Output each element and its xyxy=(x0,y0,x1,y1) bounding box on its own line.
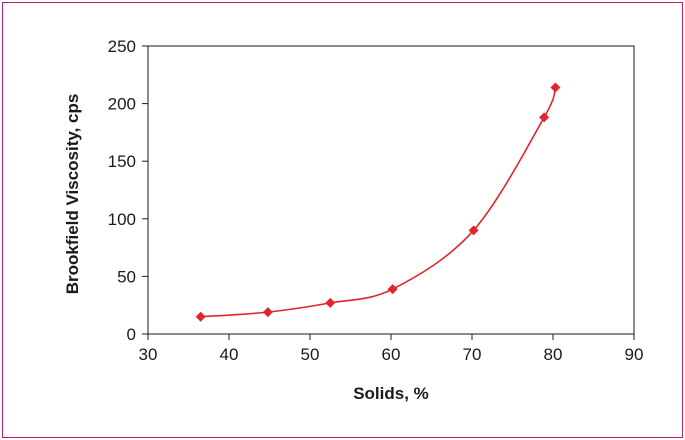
y-tick-label: 100 xyxy=(108,210,136,229)
x-tick-label: 80 xyxy=(544,345,563,364)
data-point xyxy=(550,82,561,93)
data-point xyxy=(262,307,273,318)
x-axis-ticks: 30 40 50 60 70 80 90 xyxy=(139,334,644,364)
x-tick-label: 40 xyxy=(220,345,239,364)
y-axis-ticks: 0 50 100 150 200 250 xyxy=(108,37,148,344)
x-tick-label: 30 xyxy=(139,345,158,364)
y-tick-label: 200 xyxy=(108,95,136,114)
data-point xyxy=(325,297,336,308)
trend-line xyxy=(200,87,557,318)
y-tick-label: 0 xyxy=(127,325,136,344)
x-tick-label: 60 xyxy=(382,345,401,364)
y-tick-label: 250 xyxy=(108,37,136,56)
data-point xyxy=(468,225,479,236)
data-point xyxy=(539,112,550,123)
data-point xyxy=(387,284,398,295)
series-group xyxy=(195,82,561,322)
x-axis-title: Solids, % xyxy=(353,384,429,403)
x-tick-label: 90 xyxy=(625,345,644,364)
x-tick-label: 50 xyxy=(301,345,320,364)
data-point xyxy=(195,311,206,322)
x-tick-label: 70 xyxy=(463,345,482,364)
y-axis-title: Brookfield Viscosity, cps xyxy=(63,94,82,295)
y-tick-label: 50 xyxy=(117,267,136,286)
y-tick-label: 150 xyxy=(108,152,136,171)
